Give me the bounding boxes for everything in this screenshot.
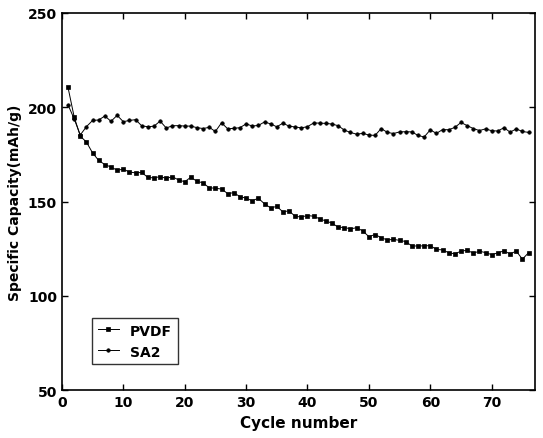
Legend: PVDF, SA2: PVDF, SA2 (92, 319, 178, 364)
PVDF (108, 165, 114, 170)
PVDF (433, 247, 440, 252)
SA2 (65, 103, 71, 108)
SA2 (421, 135, 427, 140)
PVDF (372, 232, 378, 237)
SA2 (525, 131, 532, 136)
SA2 (359, 131, 366, 137)
PVDF (65, 85, 71, 91)
SA2 (304, 125, 311, 130)
Line: PVDF: PVDF (66, 86, 531, 261)
SA2 (372, 134, 378, 139)
Line: SA2: SA2 (66, 104, 531, 139)
SA2 (108, 120, 114, 125)
PVDF (359, 229, 366, 234)
Y-axis label: Specific Capacity(mAh/g): Specific Capacity(mAh/g) (8, 104, 22, 300)
PVDF (304, 213, 311, 219)
X-axis label: Cycle number: Cycle number (239, 415, 357, 430)
PVDF (525, 251, 532, 256)
PVDF (224, 191, 231, 197)
PVDF (519, 257, 526, 262)
SA2 (439, 127, 446, 133)
SA2 (224, 127, 231, 132)
